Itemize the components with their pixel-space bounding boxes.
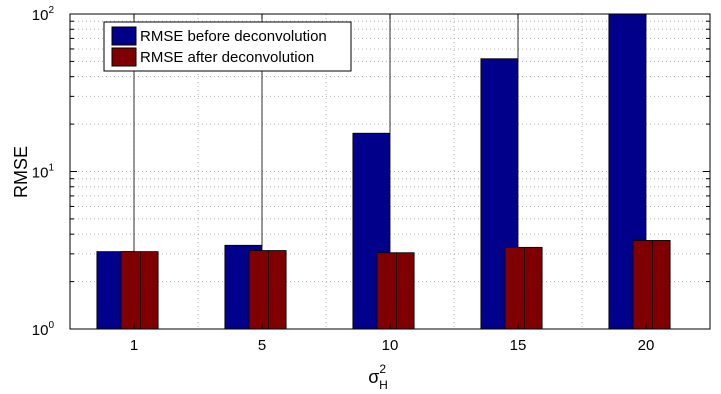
bar-rmse-after [376,252,415,330]
bar-rmse-after [248,250,287,330]
x-axis-label-subscript: H [379,378,388,392]
y-tick-label: 101 [32,163,55,182]
legend-box [103,21,352,72]
x-tick-label: 5 [258,337,266,354]
y-tick-label-exponent: 1 [48,163,54,174]
legend-label-before: RMSE before deconvolution [140,28,327,45]
y-tick-label-base: 10 [32,322,49,339]
legend-swatch-after [111,47,137,67]
x-tick-label: 15 [510,337,527,354]
bar-rmse-after [632,240,671,330]
y-tick-label-exponent: 2 [48,5,54,16]
x-tick-label: 20 [638,337,655,354]
y-tick-label: 100 [32,320,55,339]
legend-swatch-before [111,26,137,46]
y-tick-label-base: 10 [32,7,49,24]
y-tick-label: 102 [32,5,55,24]
y-tick-label-base: 10 [32,165,49,182]
y-tick-label-exponent: 0 [48,320,54,331]
x-axis-label-base: σ [368,367,379,387]
legend: RMSE before deconvolution RMSE after dec… [103,21,352,72]
legend-label-after: RMSE after deconvolution [140,49,314,66]
bar-rmse-after [504,246,543,330]
x-axis-label-superscript: 2 [379,362,386,376]
bars [96,13,671,330]
y-axis-label: RMSE [11,146,31,198]
x-tick-label: 1 [130,337,138,354]
x-axis-label: σ2 H [368,362,387,392]
bar-rmse-after [120,251,159,330]
x-tick-label: 10 [382,337,399,354]
